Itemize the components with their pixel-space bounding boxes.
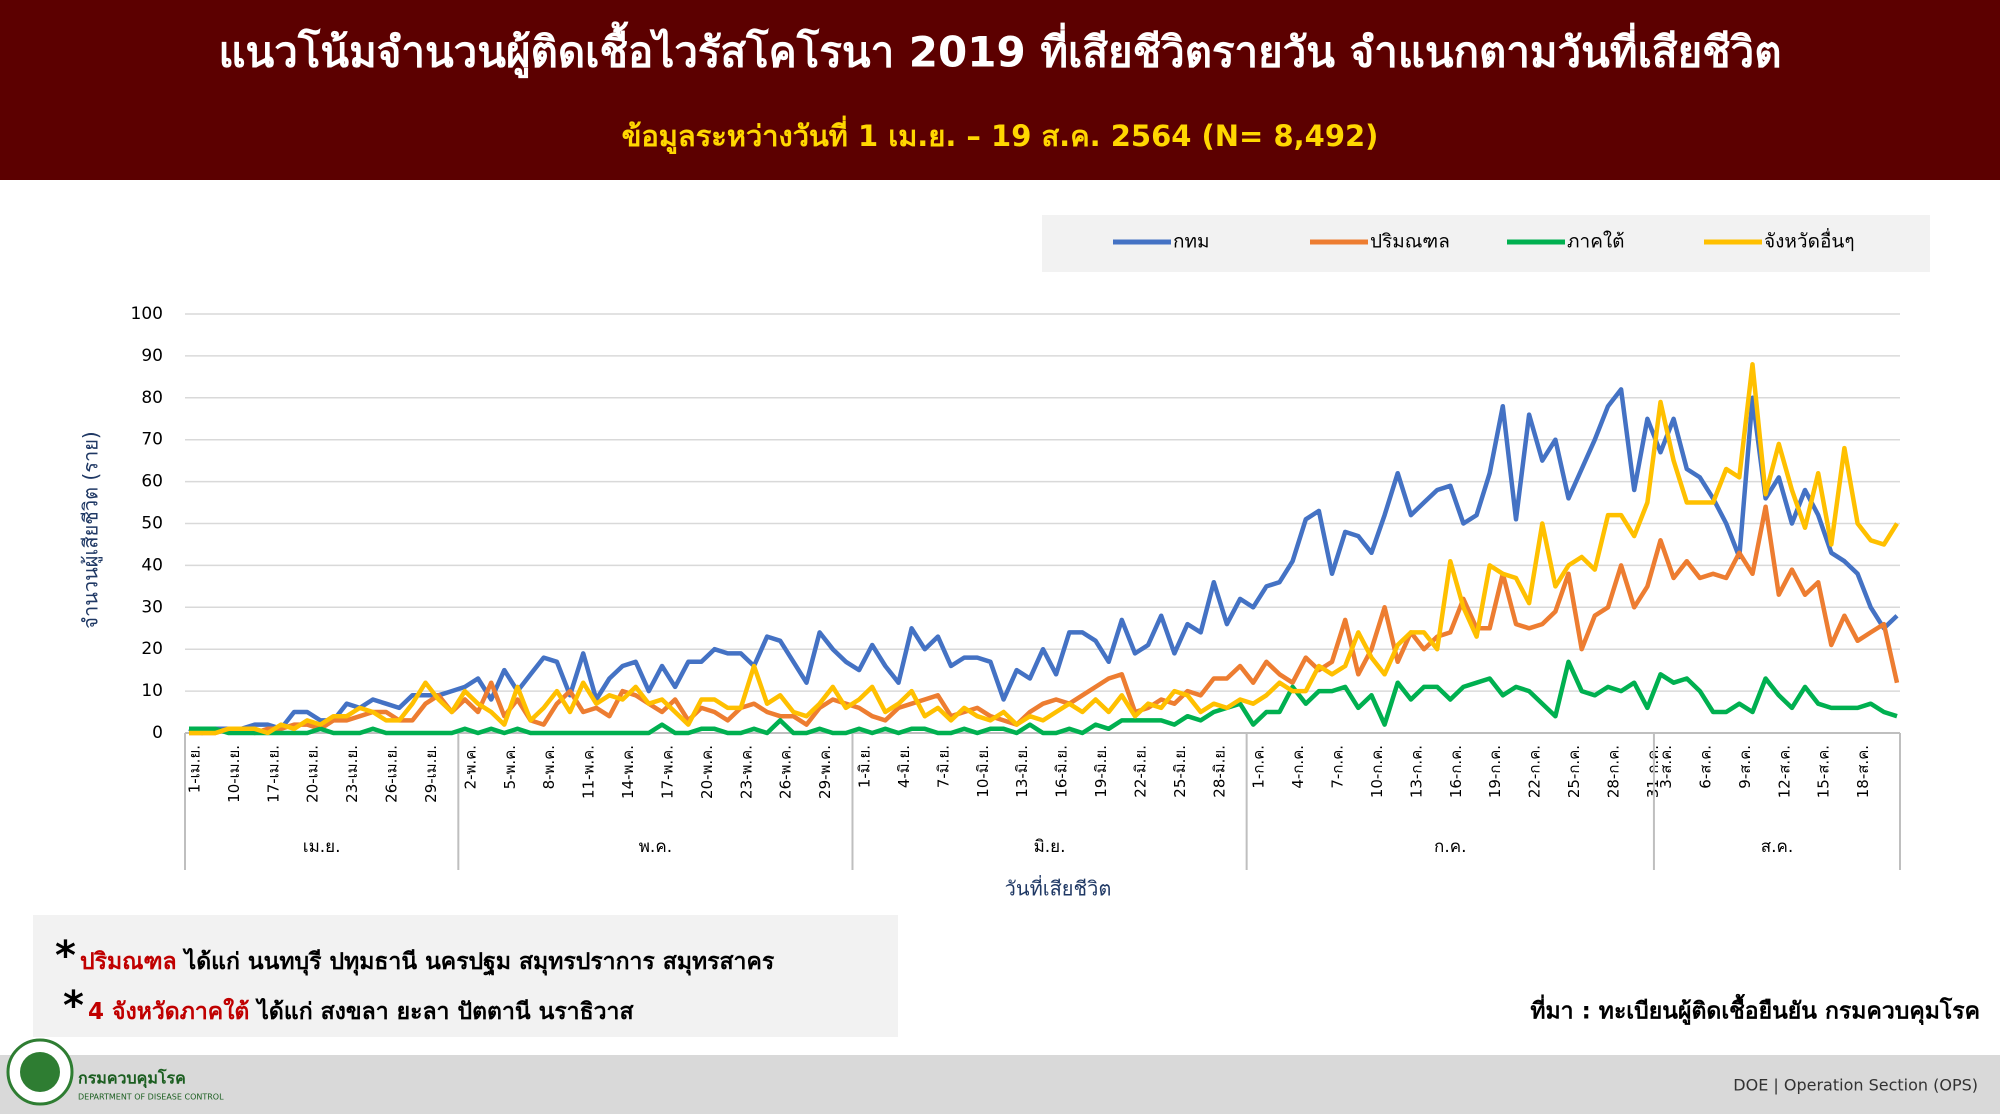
x-tick-label: 13-ก.ค. (1407, 745, 1425, 798)
x-axis-title: วันที่เสียชีวิต (1005, 875, 1112, 901)
x-tick-label: 26-เม.ย. (383, 745, 401, 803)
x-tick-label: 1-มิ.ย. (856, 745, 874, 788)
x-tick-label: 15-ส.ค. (1815, 745, 1833, 798)
x-tick-label: 11-พ.ค. (580, 745, 598, 799)
footer-org-en: DEPARTMENT OF DISEASE CONTROL (78, 1093, 224, 1102)
notes-box (33, 915, 898, 1037)
x-tick-label: 18-ส.ค. (1854, 745, 1872, 798)
legend-label: ปริมณฑล (1370, 231, 1450, 253)
x-tick-label: 29-เม.ย. (422, 745, 440, 803)
note-marker: * (55, 933, 76, 979)
x-tick-label: 13-มิ.ย. (1013, 745, 1031, 798)
note-text: ได้แก่ สงขลา ยะลา ปัตตานี นราธิวาส (249, 997, 634, 1025)
y-tick-label: 70 (141, 430, 163, 450)
x-tick-label: 31-ก.ค. (1644, 745, 1662, 798)
x-tick-label: 14-พ.ค. (619, 745, 637, 799)
x-tick-label: 1-เม.ย. (186, 745, 204, 793)
x-tick-label: 28-มิ.ย. (1210, 745, 1228, 798)
legend-box (1042, 215, 1930, 272)
x-tick-label: 22-ก.ค. (1526, 745, 1544, 798)
month-label: ส.ค. (1761, 837, 1794, 857)
y-tick-label: 50 (141, 514, 163, 534)
y-tick-label: 30 (141, 597, 163, 617)
subtitle: ข้อมูลระหว่างวันที่ 1 เม.ย. – 19 ส.ค. 25… (622, 115, 1379, 154)
footer-credit: DOE | Operation Section (OPS) (1733, 1076, 1978, 1095)
series-line (189, 659, 1898, 736)
month-label: พ.ค. (639, 837, 672, 857)
x-tick-label: 4-ก.ค. (1289, 745, 1307, 789)
x-tick-label: 23-เม.ย. (343, 745, 361, 803)
x-tick-label: 16-มิ.ย. (1053, 745, 1071, 798)
month-label: มิ.ย. (1034, 837, 1066, 857)
series-line (189, 504, 1900, 736)
x-tick-label: 6-ส.ค. (1696, 745, 1714, 789)
x-tick-label: 19-มิ.ย. (1092, 745, 1110, 798)
x-tick-label: 10-เม.ย. (225, 745, 243, 803)
x-tick-label: 26-พ.ค. (777, 745, 795, 799)
x-tick-label: 10-ก.ค. (1368, 745, 1386, 798)
x-tick-label: 7-ก.ค. (1329, 745, 1347, 789)
logo-inner (20, 1052, 60, 1092)
x-tick-label: 7-มิ.ย. (934, 745, 952, 788)
legend-label: กทม (1173, 231, 1210, 253)
x-tick-label: 1-ก.ค. (1250, 745, 1268, 789)
x-tick-label: 17-เม.ย. (264, 745, 282, 803)
note-text: ได้แก่ นนทบุรี ปทุมธานี นครปฐม สมุทรปราก… (177, 947, 775, 976)
x-tick-label: 20-พ.ค. (698, 745, 716, 799)
x-tick-label: 28-ก.ค. (1604, 745, 1622, 798)
x-tick-label: 10-มิ.ย. (974, 745, 992, 798)
note-highlight: ปริมณฑล (80, 949, 177, 975)
y-axis-title: จำนวนผู้เสียชีวิต (ราย) (79, 431, 104, 628)
x-tick-label: 12-ส.ค. (1775, 745, 1793, 798)
x-tick-label: 23-พ.ค. (737, 745, 755, 799)
series-line (188, 387, 1899, 736)
legend-label: จังหวัดอื่นๆ (1764, 228, 1855, 253)
y-tick-label: 20 (141, 639, 163, 659)
x-tick-label: 17-พ.ค. (658, 745, 676, 799)
y-tick-label: 0 (152, 723, 163, 743)
x-tick-label: 20-เม.ย. (304, 745, 322, 803)
note: 4 จังหวัดภาคใต้ ได้แก่ สงขลา ยะลา ปัตตาน… (88, 997, 634, 1025)
x-tick-label: 9-ส.ค. (1736, 745, 1754, 789)
x-tick-label: 19-ก.ค. (1486, 745, 1504, 798)
header-band (0, 0, 2000, 180)
x-tick-label: 5-พ.ค. (501, 745, 519, 789)
x-tick-label: 16-ก.ค. (1447, 745, 1465, 798)
month-label: ก.ค. (1434, 837, 1466, 857)
footer-org: กรมควบคุมโรค (78, 1068, 186, 1089)
x-tick-label: 8-พ.ค. (540, 745, 558, 789)
note-marker: * (63, 983, 84, 1029)
note: ปริมณฑล ได้แก่ นนทบุรี ปทุมธานี นครปฐม ส… (80, 947, 775, 976)
x-tick-label: 4-มิ.ย. (895, 745, 913, 788)
y-tick-label: 90 (141, 346, 163, 366)
y-tick-label: 100 (131, 304, 163, 324)
y-tick-label: 60 (141, 472, 163, 492)
note-highlight: 4 จังหวัดภาคใต้ (88, 997, 249, 1025)
x-tick-label: 29-พ.ค. (816, 745, 834, 799)
series-line (189, 362, 1899, 736)
x-tick-label: 2-พ.ค. (461, 745, 479, 789)
x-tick-label: 25-ก.ค. (1565, 745, 1583, 798)
source: ที่มา : ทะเบียนผู้ติดเชื้อยืนยัน กรมควบค… (1530, 994, 1980, 1026)
month-label: เม.ย. (303, 837, 341, 857)
x-tick-label: 22-มิ.ย. (1131, 745, 1149, 798)
y-tick-label: 10 (141, 681, 163, 701)
x-tick-label: 25-มิ.ย. (1171, 745, 1189, 798)
x-tick-label: 3-ส.ค. (1657, 745, 1675, 789)
y-tick-label: 80 (141, 388, 163, 408)
legend-label: ภาคใต้ (1567, 231, 1625, 253)
footer-band (0, 1055, 2000, 1114)
title: แนวโน้มจำนวนผู้ติดเชื้อไวรัสโคโรนา 2019 … (218, 21, 1781, 79)
y-tick-label: 40 (141, 555, 163, 575)
